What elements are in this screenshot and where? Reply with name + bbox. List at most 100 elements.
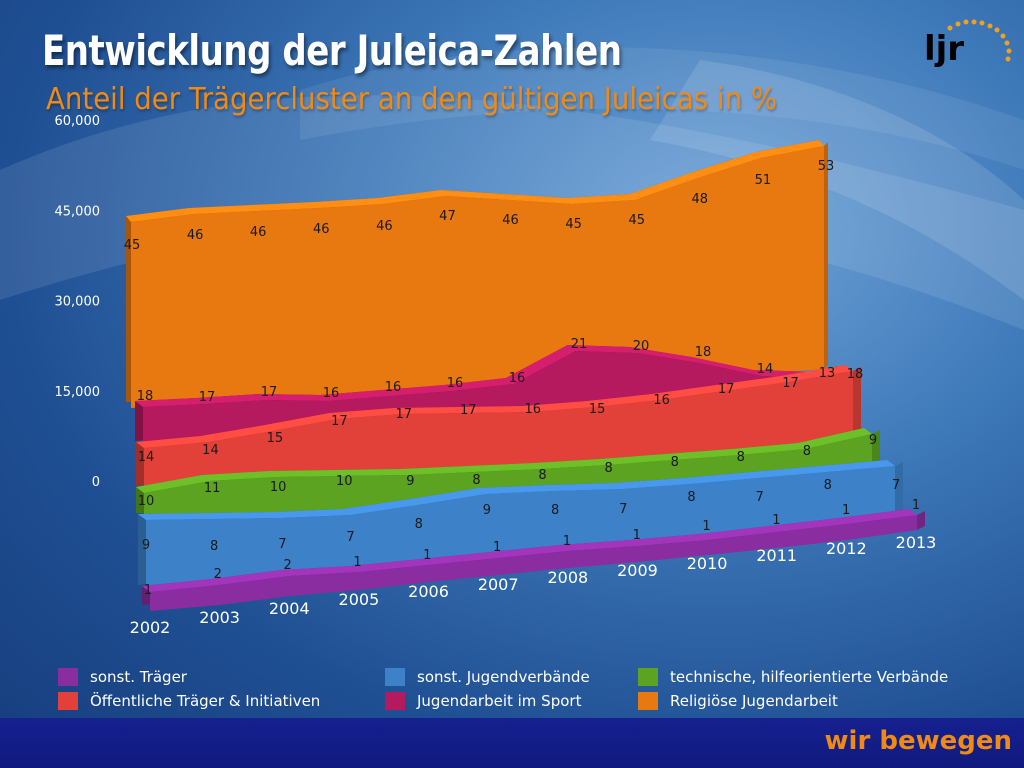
area-layer <box>138 460 903 591</box>
data-label: 16 <box>509 371 526 386</box>
data-label: 8 <box>803 444 811 459</box>
x-tick-label: 2006 <box>408 582 449 601</box>
legend-label: sonst. Träger <box>90 668 187 686</box>
data-label: 46 <box>187 228 204 243</box>
data-label: 13 <box>819 366 836 381</box>
legend-swatch <box>638 692 658 710</box>
data-label: 1 <box>842 503 850 518</box>
legend-item: Öffentliche Träger & Initiativen <box>58 691 320 711</box>
data-label: 9 <box>483 503 491 518</box>
legend-label: Öffentliche Träger & Initiativen <box>90 692 321 710</box>
data-label: 17 <box>396 407 413 422</box>
area-top-edge <box>138 460 895 520</box>
data-label: 7 <box>892 478 900 493</box>
area-end-cap <box>917 511 925 530</box>
area-top-edge <box>126 140 824 222</box>
data-label: 2 <box>283 558 291 573</box>
x-tick-label: 2008 <box>547 568 588 587</box>
area-layer <box>135 345 831 447</box>
area-layer <box>136 365 861 492</box>
data-label: 1 <box>423 548 431 563</box>
data-label: 17 <box>460 403 477 418</box>
data-label: 21 <box>571 337 588 352</box>
data-label: 16 <box>653 393 670 408</box>
data-label: 8 <box>415 517 423 532</box>
data-label: 7 <box>278 537 286 552</box>
data-label: 7 <box>619 502 627 517</box>
area-top-edge <box>135 345 823 407</box>
legend-item: sonst. Träger <box>58 667 187 687</box>
data-label: 8 <box>472 473 480 488</box>
chart-layers <box>126 140 925 611</box>
data-label: 51 <box>755 173 772 188</box>
data-label: 17 <box>718 382 735 397</box>
legend-label: technische, hilfeorientierte Verbände <box>670 668 949 686</box>
data-label: 1 <box>144 583 152 598</box>
data-label: 18 <box>137 389 154 404</box>
data-label: 8 <box>824 478 832 493</box>
y-tick-label: 60,000 <box>55 114 101 129</box>
x-tick-label: 2007 <box>478 575 519 594</box>
data-label: 15 <box>589 402 606 417</box>
data-label: 46 <box>250 225 267 240</box>
legend-swatch <box>385 668 405 686</box>
area-end-cap <box>872 430 880 467</box>
data-label: 1 <box>772 513 780 528</box>
data-label: 9 <box>142 538 150 553</box>
data-label: 10 <box>138 494 155 509</box>
y-tick-label: 15,000 <box>55 385 101 400</box>
legend-label: Jugendarbeit im Sport <box>417 692 582 710</box>
data-label: 46 <box>502 213 519 228</box>
x-tick-label: 2004 <box>269 599 310 618</box>
logo-text: ljr <box>924 29 964 69</box>
area-end-cap <box>853 367 861 446</box>
data-label: 16 <box>524 402 541 417</box>
data-label: 8 <box>687 490 695 505</box>
data-label: 7 <box>755 490 763 505</box>
data-label: 14 <box>138 450 155 465</box>
legend-swatch <box>385 692 405 710</box>
data-label: 45 <box>124 238 141 253</box>
data-label: 8 <box>671 455 679 470</box>
footer-bar: wir bewegen <box>0 718 1024 768</box>
data-label: 1 <box>493 540 501 555</box>
chart-subtitle: Anteil der Trägercluster an den gültigen… <box>46 82 778 117</box>
y-tick-label: 30,000 <box>55 295 101 310</box>
data-label: 8 <box>210 539 218 554</box>
slogan: wir bewegen <box>824 726 1012 756</box>
data-label: 16 <box>323 386 340 401</box>
x-tick-label: 2011 <box>756 546 797 565</box>
stacked-area-chart: 0 15,000 30,000 45,000 60,000 45 46 46 46 46 47 46… <box>55 114 937 637</box>
data-label: 17 <box>261 385 278 400</box>
data-label: 2 <box>214 567 222 582</box>
data-label: 45 <box>565 217 582 232</box>
legend-label: sonst. Jugendverbände <box>417 668 590 686</box>
data-label: 1 <box>563 534 571 549</box>
data-label: 48 <box>692 192 709 207</box>
data-label: 15 <box>267 431 284 446</box>
area-top-edge <box>136 365 853 448</box>
data-label: 10 <box>270 480 287 495</box>
area-layer <box>126 140 828 408</box>
area-layer <box>142 509 925 611</box>
data-label: 17 <box>331 414 348 429</box>
data-label: 53 <box>818 159 835 174</box>
data-label: 1 <box>633 528 641 543</box>
x-tick-label: 2003 <box>199 608 240 627</box>
data-label: 7 <box>346 530 354 545</box>
data-label: 17 <box>782 376 799 391</box>
data-label: 17 <box>199 390 216 405</box>
x-tick-label: 2012 <box>826 539 867 558</box>
data-label: 8 <box>538 468 546 483</box>
data-label: 46 <box>313 222 330 237</box>
x-tick-label: 2009 <box>617 561 658 580</box>
data-label: 46 <box>376 219 393 234</box>
legend-label: Religiöse Jugendarbeit <box>670 692 838 710</box>
legend-swatch <box>58 668 78 686</box>
data-label: 20 <box>633 339 650 354</box>
x-axis: 2002 2003 2004 2005 2006 2007 2008 2009 2010 2011… <box>130 533 937 637</box>
slide-title: Entwicklung der Juleica-Zahlen <box>42 26 622 75</box>
legend-item: sonst. Jugendverbände <box>385 667 590 687</box>
x-tick-label: 2002 <box>130 618 171 637</box>
